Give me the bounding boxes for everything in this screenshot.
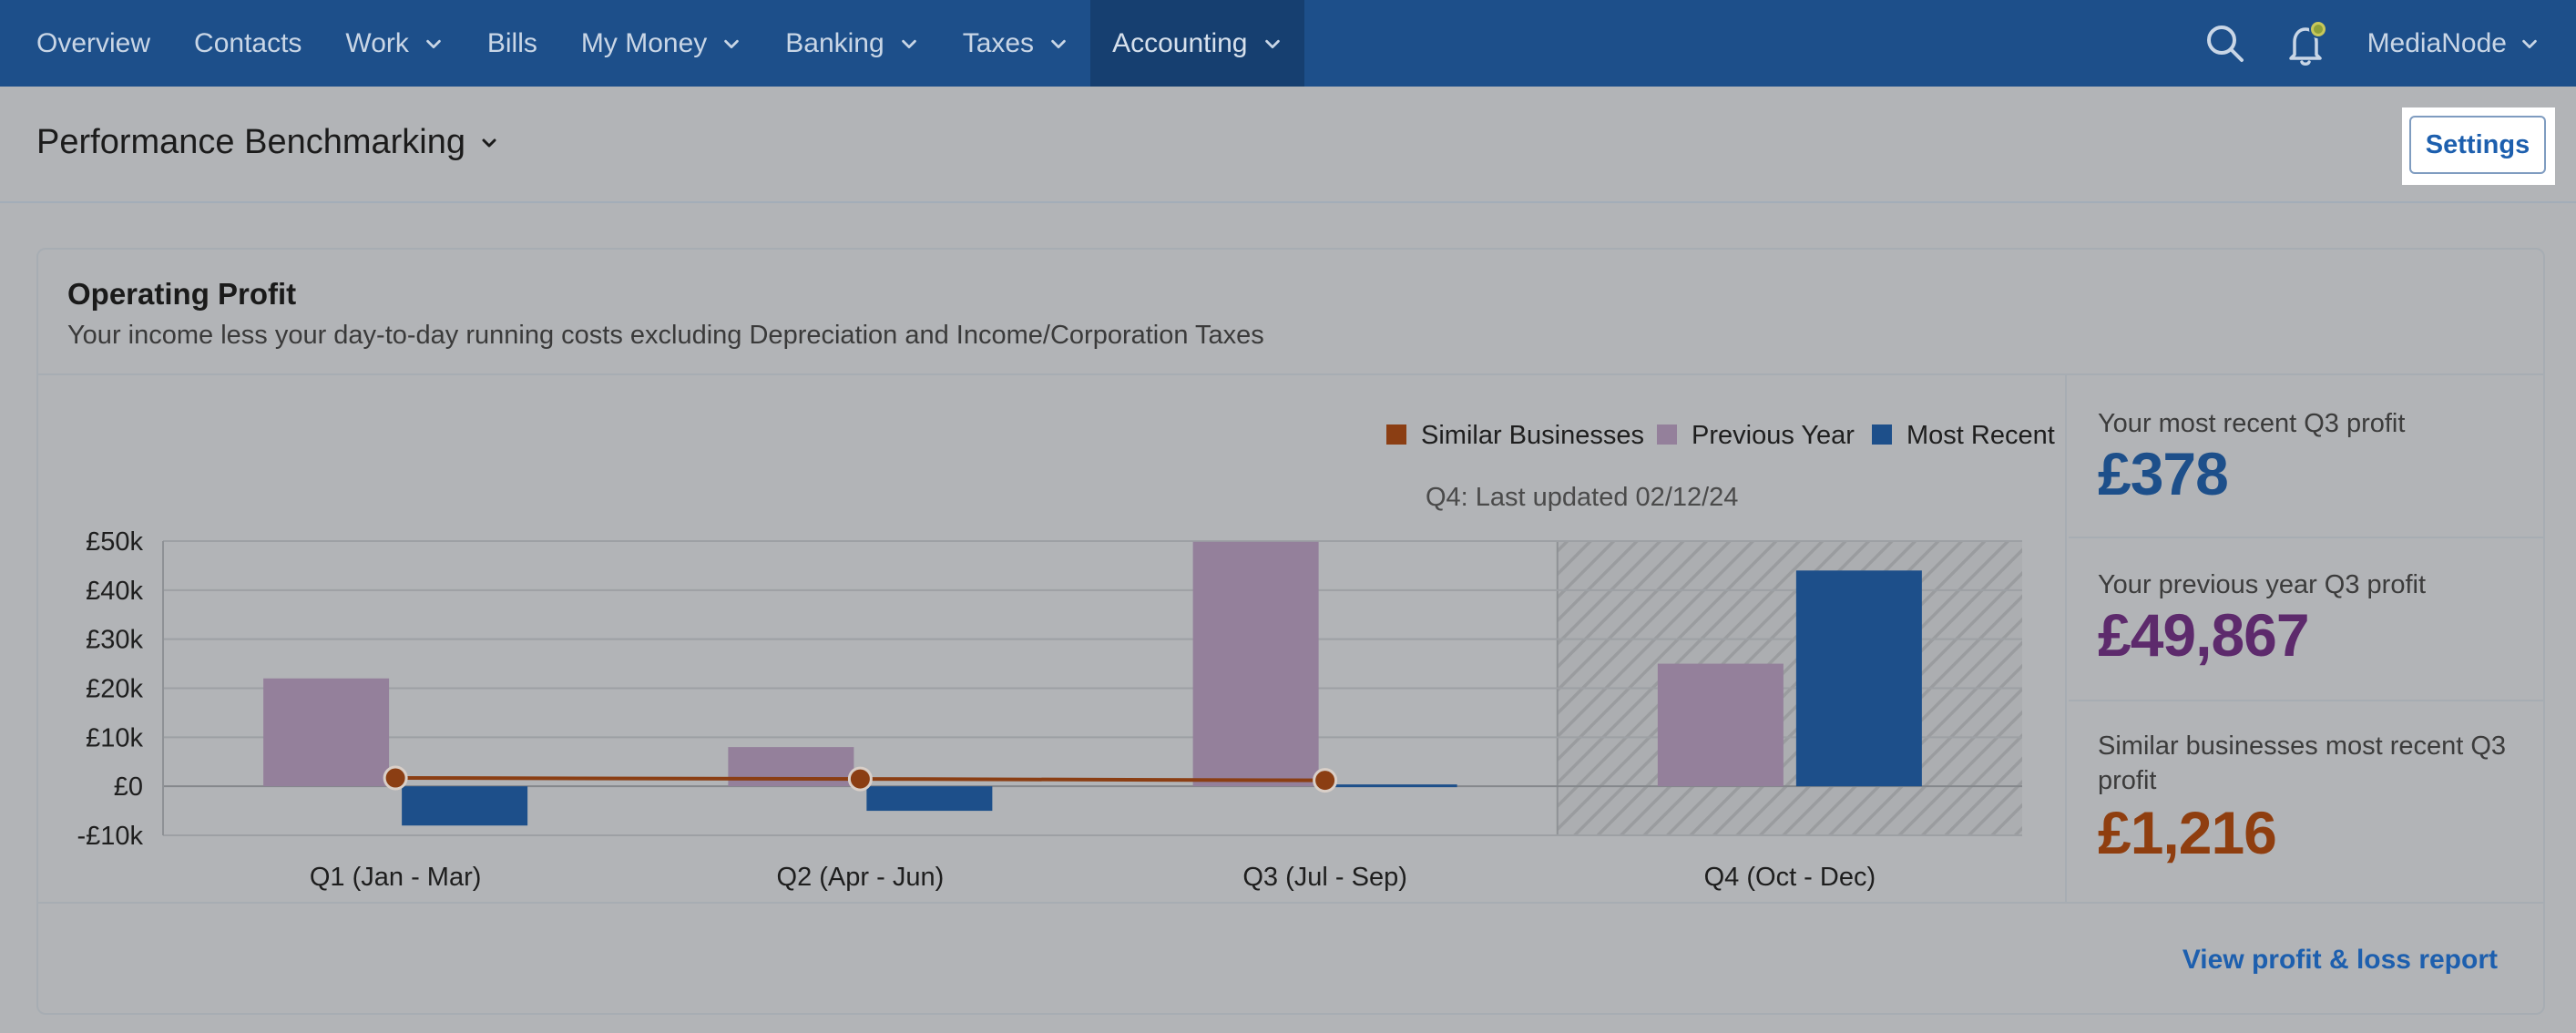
y-tick-label: £40k: [86, 577, 143, 606]
nav-item-label: Contacts: [194, 27, 302, 58]
card-title: Operating Profit: [67, 277, 297, 311]
nav-item-taxes[interactable]: Taxes: [941, 0, 1090, 87]
nav-item-label: Work: [345, 27, 409, 58]
nav-item-contacts[interactable]: Contacts: [172, 0, 323, 87]
nav-item-banking[interactable]: Banking: [763, 0, 940, 87]
page-title: Performance Benchmarking: [36, 123, 465, 161]
nav-items: Overview Contacts Work Bills My Money Banking…: [0, 0, 1304, 87]
legend-swatch-previous-year: [1657, 424, 1677, 445]
y-tick-label: £10k: [86, 723, 143, 752]
search-icon[interactable]: [2198, 16, 2253, 71]
similar-businesses-point: [383, 765, 408, 791]
y-tick-label: -£10k: [77, 822, 143, 851]
y-tick-label: £30k: [86, 626, 143, 655]
nav-item-work[interactable]: Work: [323, 0, 465, 87]
y-tick-label: £20k: [86, 675, 143, 704]
x-tick-label: Q4 (Oct - Dec): [1704, 863, 1876, 892]
stats-panel: Your most recent Q3 profit £378 Your pre…: [2069, 375, 2545, 902]
legend-label: Similar Businesses: [1421, 421, 1644, 450]
page-title-dropdown[interactable]: Performance Benchmarking: [36, 123, 500, 162]
notification-bell-icon[interactable]: [2280, 16, 2335, 71]
view-profit-loss-report-link[interactable]: View profit & loss report: [2182, 945, 2498, 975]
card-header: Operating Profit Your income less your d…: [38, 250, 2543, 375]
settings-highlight: Settings: [2402, 107, 2555, 185]
stat-value: £1,216: [2098, 799, 2277, 866]
stat-value: £49,867: [2098, 601, 2310, 669]
bar-previous-year: [1657, 663, 1784, 787]
settings-button[interactable]: Settings: [2409, 116, 2546, 174]
chart-area: £50k £40k £30k £20k £10k £0 -£10k Q1 (Jan - Mar…: [38, 375, 2067, 902]
stat-label: Your most recent Q3 profit: [2098, 409, 2406, 438]
card-footer: View profit & loss report: [38, 902, 2543, 1015]
nav-item-accounting[interactable]: Accounting: [1090, 0, 1304, 87]
legend-swatch-most-recent: [1872, 424, 1892, 445]
nav-item-label: Taxes: [962, 27, 1035, 58]
bar-previous-year: [1192, 541, 1319, 787]
bar-most-recent: [866, 786, 993, 812]
bar-previous-year: [263, 678, 390, 787]
chevron-down-icon: [724, 39, 740, 48]
nav-item-label: Banking: [785, 27, 884, 58]
organisation-name: MediaNode: [2366, 27, 2507, 58]
nav-item-bills[interactable]: Bills: [465, 0, 559, 87]
stat-label: Similar businesses most recent Q3 profit: [2098, 731, 2507, 795]
x-tick-label: Q2 (Apr - Jun): [777, 863, 945, 892]
stat-most-recent: Your most recent Q3 profit £378: [2069, 375, 2545, 538]
nav-item-label: Accounting: [1112, 27, 1248, 58]
q4-last-updated-annotation: Q4: Last updated 02/12/24: [1426, 483, 1738, 512]
x-tick-label: Q3 (Jul - Sep): [1242, 863, 1407, 892]
y-tick-label: £0: [114, 772, 143, 802]
nav-item-my-money[interactable]: My Money: [559, 0, 763, 87]
y-tick-label: £50k: [86, 527, 143, 557]
operating-profit-card: Operating Profit Your income less your d…: [36, 248, 2545, 1015]
nav-item-label: My Money: [580, 27, 708, 58]
annotation-background: [1394, 474, 1776, 521]
chevron-down-icon: [426, 39, 441, 48]
legend-label: Previous Year: [1692, 421, 1855, 450]
nav-right: MediaNode: [2198, 0, 2576, 87]
nav-item-overview[interactable]: Overview: [0, 0, 172, 87]
x-tick-label: Q1 (Jan - Mar): [310, 863, 482, 892]
chevron-down-icon: [1051, 39, 1066, 48]
nav-item-label: Bills: [486, 27, 537, 58]
stat-label: Your previous year Q3 profit: [2098, 570, 2427, 599]
nav-item-label: Overview: [36, 27, 151, 58]
stat-previous-year: Your previous year Q3 profit £49,867: [2069, 538, 2545, 701]
bar-most-recent: [1331, 784, 1457, 788]
card-subtitle: Your income less your day-to-day running…: [67, 321, 1264, 350]
stat-value: £378: [2098, 440, 2229, 507]
chevron-down-icon: [901, 39, 916, 48]
page-header: Performance Benchmarking Settings: [0, 87, 2576, 203]
legend-swatch-similar-businesses: [1386, 424, 1406, 445]
stat-similar-businesses: Similar businesses most recent Q3 profit…: [2069, 701, 2545, 902]
chevron-down-icon: [1264, 39, 1280, 48]
bar-most-recent: [402, 786, 528, 826]
similar-businesses-point: [1313, 768, 1338, 793]
bar-most-recent: [1795, 570, 1922, 787]
operating-profit-chart: £50k £40k £30k £20k £10k £0 -£10k Q1 (Jan - Mar…: [77, 421, 2055, 892]
chevron-down-icon: [482, 138, 496, 147]
organisation-switcher[interactable]: MediaNode: [2367, 28, 2576, 59]
top-navigation: Overview Contacts Work Bills My Money Banking…: [0, 0, 2576, 87]
legend-label: Most Recent: [1906, 421, 2055, 450]
similar-businesses-point: [847, 766, 873, 792]
chevron-down-icon: [2522, 39, 2537, 48]
